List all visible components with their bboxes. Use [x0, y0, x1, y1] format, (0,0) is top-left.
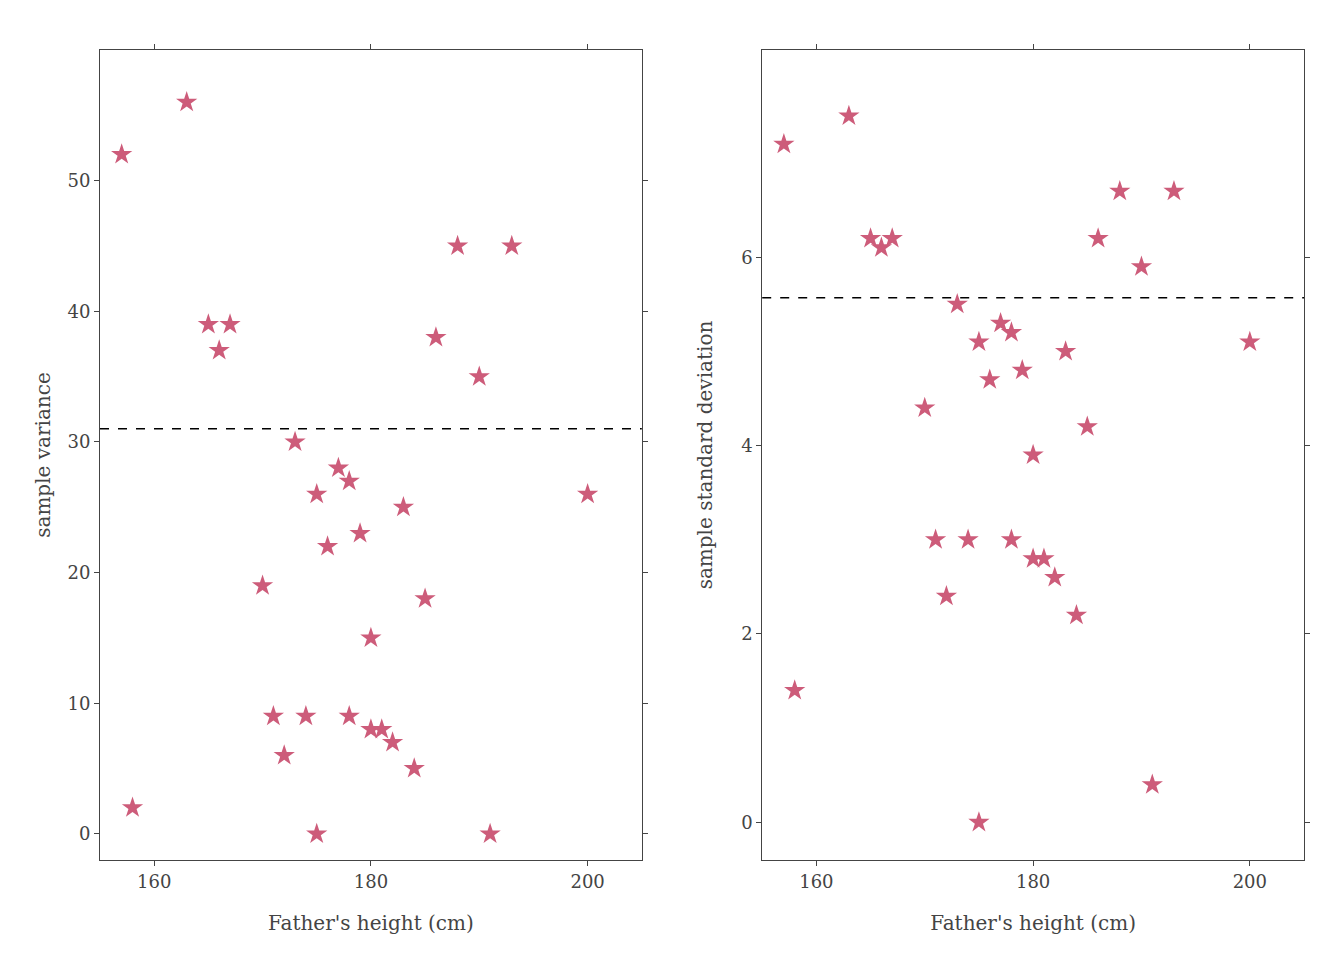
svg-text:2: 2	[741, 623, 752, 644]
svg-text:20: 20	[67, 562, 90, 583]
svg-text:sample variance: sample variance	[31, 372, 55, 538]
svg-text:200: 200	[1233, 871, 1267, 892]
svg-text:160: 160	[137, 871, 171, 892]
svg-text:0: 0	[741, 812, 752, 833]
svg-text:6: 6	[741, 247, 752, 268]
svg-text:50: 50	[67, 170, 90, 191]
svg-text:180: 180	[1016, 871, 1050, 892]
svg-text:Father's height (cm): Father's height (cm)	[930, 911, 1136, 935]
svg-text:sample standard deviation: sample standard deviation	[693, 321, 717, 590]
svg-text:10: 10	[67, 693, 90, 714]
svg-text:0: 0	[79, 823, 90, 844]
svg-text:40: 40	[67, 301, 90, 322]
svg-text:Father's height (cm): Father's height (cm)	[268, 911, 474, 935]
svg-text:180: 180	[354, 871, 388, 892]
svg-text:160: 160	[799, 871, 833, 892]
svg-text:4: 4	[741, 435, 752, 456]
svg-text:200: 200	[570, 871, 604, 892]
svg-text:30: 30	[67, 431, 90, 452]
